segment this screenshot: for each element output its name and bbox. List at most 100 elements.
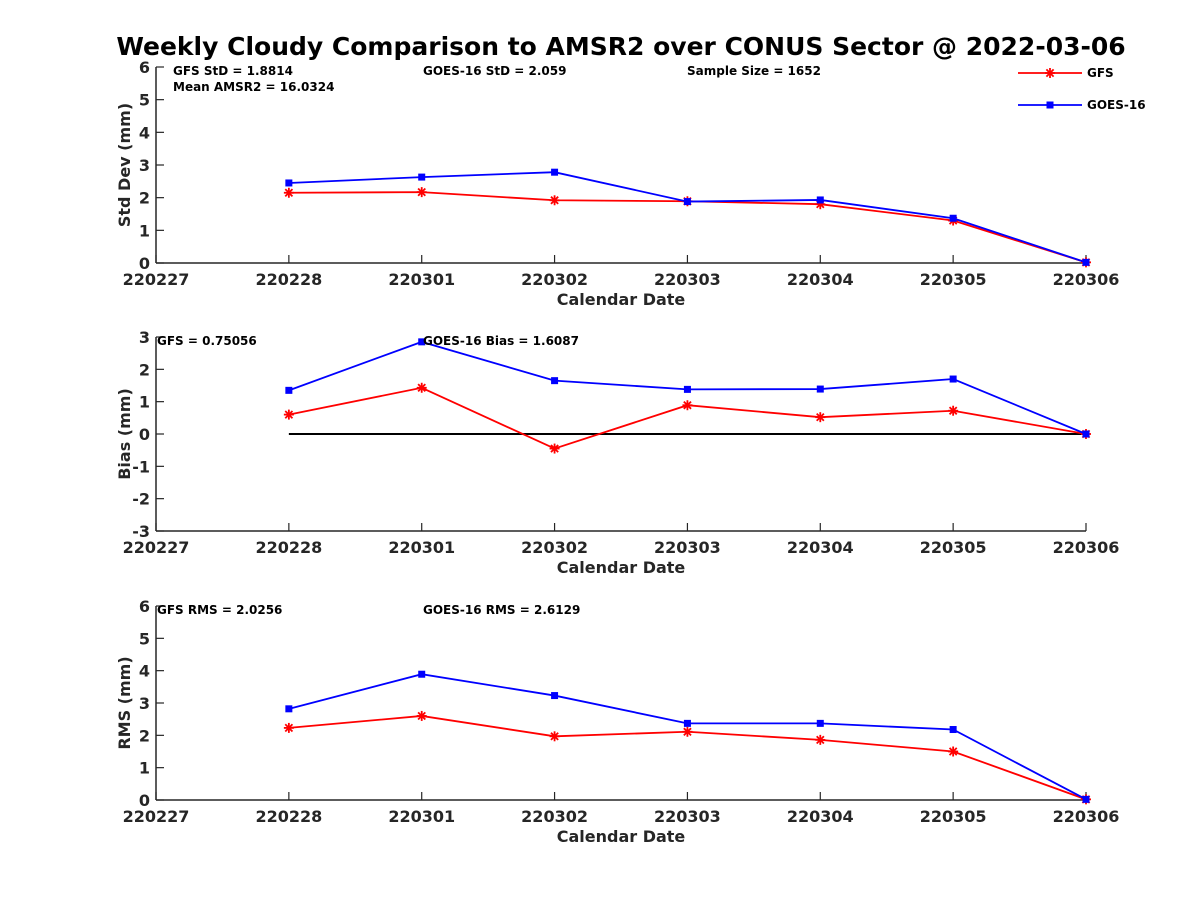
y-tick-label: 1: [139, 759, 150, 778]
y-tick-label: 4: [139, 123, 150, 142]
x-tick-label: 220228: [255, 807, 322, 826]
data-point: [1082, 430, 1090, 438]
x-tick-label: 220228: [255, 538, 322, 557]
data-point: [285, 179, 293, 187]
data-point: [549, 731, 560, 742]
x-tick-label: 220228: [255, 270, 322, 289]
data-point: [816, 719, 824, 727]
x-tick-label: 220303: [654, 807, 721, 826]
x-tick-label: 220302: [521, 270, 588, 289]
stat-annotation: Mean AMSR2 = 16.0324: [173, 80, 334, 94]
series-gfs: [283, 382, 1091, 454]
legend-item-goes-16: GOES-16: [1018, 98, 1146, 112]
data-point: [285, 386, 293, 394]
y-tick-label: 6: [139, 58, 150, 77]
legend-label: GOES-16: [1087, 98, 1146, 112]
series-goes-16: [285, 670, 1090, 803]
data-point: [416, 382, 427, 393]
data-point: [285, 705, 293, 713]
y-tick-label: 5: [139, 91, 150, 110]
x-tick-label: 220227: [123, 538, 190, 557]
stat-annotation: Sample Size = 1652: [687, 64, 821, 78]
data-point: [416, 710, 427, 721]
data-point: [815, 734, 826, 745]
y-tick-label: 0: [139, 254, 150, 273]
y-tick-label: 2: [139, 189, 150, 208]
legend: GFS GOES-16: [1018, 66, 1146, 112]
x-tick-label: 220301: [388, 538, 455, 557]
data-point: [549, 195, 560, 206]
data-point: [815, 412, 826, 423]
x-tick-label: 220304: [787, 807, 854, 826]
x-tick-label: 220303: [654, 538, 721, 557]
x-tick-label: 220227: [123, 270, 190, 289]
y-tick-label: 2: [139, 726, 150, 745]
data-point: [549, 443, 560, 454]
y-tick-label: 3: [139, 156, 150, 175]
x-axis-label: Calendar Date: [557, 290, 686, 309]
data-point: [949, 726, 957, 734]
chart-title: Weekly Cloudy Comparison to AMSR2 over C…: [116, 32, 1125, 61]
data-point: [418, 670, 426, 678]
y-tick-label: 1: [139, 221, 150, 240]
data-point: [283, 409, 294, 420]
y-tick-label: 5: [139, 629, 150, 648]
x-tick-label: 220303: [654, 270, 721, 289]
data-point: [949, 375, 957, 383]
legend-marker: [1046, 101, 1054, 109]
data-point: [682, 726, 693, 737]
data-point: [418, 338, 426, 346]
y-tick-label: 2: [139, 360, 150, 379]
bias-panel: -3 -2 -1 0 1 2 3 220227 220228 220301 220302 220303…: [115, 328, 1119, 577]
series-line-goes-16: [288, 673, 1087, 801]
legend-label: GFS: [1087, 66, 1114, 80]
legend-item-gfs: GFS: [1018, 66, 1114, 80]
legend-marker: [1045, 68, 1055, 78]
series-line-gfs: [288, 386, 1087, 450]
data-point: [948, 405, 959, 416]
data-point: [683, 198, 691, 206]
series-goes-16: [285, 168, 1090, 266]
y-tick-label: 0: [139, 425, 150, 444]
x-tick-label: 220227: [123, 807, 190, 826]
y-tick-label: 3: [139, 694, 150, 713]
x-tick-label: 220304: [787, 270, 854, 289]
data-point: [551, 692, 559, 700]
stat-annotation: GOES-16 Bias = 1.6087: [423, 334, 579, 348]
data-point: [682, 400, 693, 411]
x-tick-label: 220306: [1053, 807, 1120, 826]
series-line-goes-16: [288, 171, 1087, 264]
x-tick-label: 220305: [920, 807, 987, 826]
y-tick-label: 4: [139, 662, 150, 681]
stat-annotation: GOES-16 StD = 2.059: [423, 64, 566, 78]
x-tick-label: 220302: [521, 538, 588, 557]
stat-annotation: GFS StD = 1.8814: [173, 64, 293, 78]
data-point: [283, 187, 294, 198]
x-tick-label: 220306: [1053, 270, 1120, 289]
rms-panel: 0 1 2 3 4 5 6 220227 220228 220301 220302 220303 220…: [115, 597, 1119, 846]
x-tick-label: 220301: [388, 270, 455, 289]
data-point: [816, 196, 824, 204]
data-point: [283, 722, 294, 733]
data-point: [816, 385, 824, 393]
y-axis-label: Bias (mm): [115, 388, 134, 480]
data-point: [551, 168, 559, 176]
data-point: [1082, 795, 1090, 803]
x-tick-label: 220302: [521, 807, 588, 826]
y-axis-label: Std Dev (mm): [115, 103, 134, 227]
data-point: [551, 377, 559, 385]
stddev-panel: 0 1 2 3 4 5 6 220227 220228 220301 220302 220303 220…: [115, 58, 1119, 309]
y-tick-label: 0: [139, 791, 150, 810]
series-goes-16: [285, 338, 1090, 438]
x-tick-label: 220301: [388, 807, 455, 826]
data-point: [949, 214, 957, 222]
y-tick-label: 3: [139, 328, 150, 347]
y-tick-label: 1: [139, 393, 150, 412]
y-tick-label: -1: [132, 457, 150, 476]
data-point: [416, 187, 427, 198]
y-tick-label: -2: [132, 490, 150, 509]
x-axis-label: Calendar Date: [557, 558, 686, 577]
stat-annotation: GFS = 0.75056: [157, 334, 257, 348]
data-point: [948, 746, 959, 757]
data-point: [418, 173, 426, 181]
